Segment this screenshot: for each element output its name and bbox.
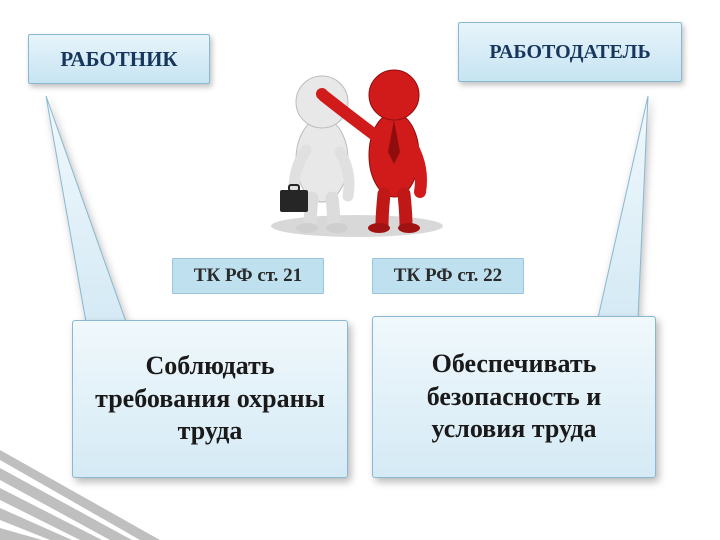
corner-decoration (0, 450, 180, 540)
right-callout-text: Обеспечивать безопасность и условия труд… (379, 348, 649, 446)
right-callout-body: Обеспечивать безопасность и условия труд… (372, 316, 656, 478)
